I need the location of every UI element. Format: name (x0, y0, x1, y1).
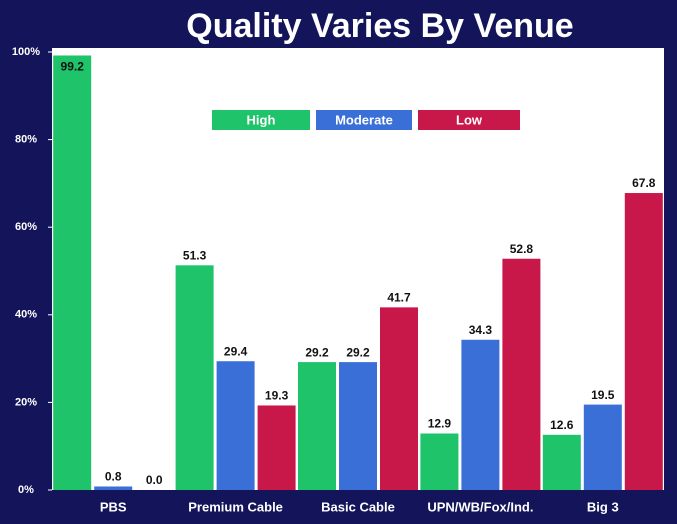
bar (257, 405, 296, 490)
chart-title: Quality Varies By Venue (186, 7, 573, 45)
value-label: 0.0 (146, 473, 163, 487)
bar (94, 486, 133, 490)
value-label: 12.9 (428, 417, 452, 431)
y-tick-label: 0% (18, 484, 34, 496)
value-label: 52.8 (510, 242, 534, 256)
value-label: 29.2 (346, 345, 370, 359)
bar (298, 362, 336, 490)
bar (380, 307, 418, 490)
bar (624, 193, 663, 490)
legend-label: Moderate (335, 112, 393, 127)
bar (175, 265, 214, 490)
value-label: 29.4 (224, 344, 248, 358)
bar (339, 362, 377, 490)
x-tick-label: Big 3 (587, 499, 619, 514)
value-label: 29.2 (305, 345, 329, 359)
y-tick-label: 100% (12, 46, 40, 58)
bar (461, 339, 500, 490)
y-tick-label: 40% (15, 309, 37, 321)
legend-swatch (418, 110, 520, 130)
bar (53, 55, 92, 491)
value-label: 99.2 (61, 60, 85, 74)
bar (583, 404, 622, 490)
value-label: 51.3 (183, 248, 207, 262)
x-tick-label: UPN/WB/Fox/Ind. (427, 499, 533, 514)
legend-label: High (247, 112, 276, 127)
x-tick-label: PBS (100, 499, 127, 514)
value-label: 0.8 (105, 470, 122, 484)
bar (542, 434, 581, 490)
bar (420, 433, 459, 490)
value-label: 12.6 (550, 418, 574, 432)
legend-label: Low (456, 112, 483, 127)
bar (216, 361, 255, 490)
x-tick-label: Basic Cable (321, 499, 395, 514)
value-label: 19.3 (265, 389, 289, 403)
y-tick-label: 60% (15, 221, 37, 233)
y-tick-label: 20% (15, 396, 37, 408)
value-label: 41.7 (387, 291, 411, 305)
bar (502, 258, 541, 490)
legend-swatch (316, 110, 412, 130)
value-label: 19.5 (591, 388, 615, 402)
y-tick-label: 80% (15, 134, 37, 146)
x-tick-label: Premium Cable (188, 499, 283, 514)
legend-swatch (212, 110, 310, 130)
value-label: 34.3 (469, 323, 493, 337)
value-label: 67.8 (632, 176, 656, 190)
